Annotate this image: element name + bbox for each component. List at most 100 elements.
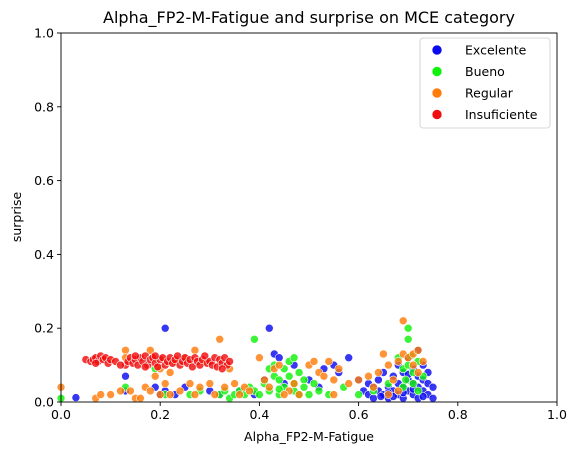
point-bueno-38 — [354, 390, 363, 399]
x-tick-label-2: 0.4 — [249, 407, 269, 422]
points-layer — [56, 316, 438, 403]
point-regular-23 — [195, 382, 205, 392]
point-regular-40 — [289, 379, 299, 388]
point-regular-43 — [309, 357, 319, 366]
point-regular-21 — [190, 390, 200, 399]
point-regular-3 — [106, 390, 115, 399]
legend-marker-bueno — [431, 66, 443, 77]
point-bueno-52 — [401, 375, 411, 385]
point-regular-30 — [230, 379, 239, 388]
point-excelente-62 — [428, 393, 438, 403]
point-bueno-48 — [408, 379, 418, 388]
point-excelente-14 — [264, 323, 274, 333]
point-bueno-32 — [299, 382, 309, 392]
point-regular-56 — [388, 375, 398, 385]
point-regular-69 — [279, 390, 289, 399]
point-regular-36 — [264, 382, 274, 392]
point-regular-49 — [344, 379, 354, 388]
point-regular-28 — [220, 382, 229, 392]
point-regular-10 — [146, 386, 155, 396]
point-bueno-44 — [403, 323, 413, 333]
point-bueno-45 — [403, 334, 413, 344]
legend-label-bueno: Bueno — [465, 64, 505, 79]
point-regular-2 — [96, 390, 105, 399]
legend-marker-insuficiente — [431, 109, 443, 120]
x-axis-label: Alpha_FP2-M-Fatigue — [244, 429, 374, 444]
point-regular-25 — [205, 379, 215, 388]
point-regular-20 — [185, 379, 195, 388]
y-tick-label-3: 0.6 — [34, 173, 54, 188]
point-insuficiente-53 — [131, 351, 140, 361]
point-regular-64 — [413, 345, 423, 355]
point-excelente-16 — [274, 353, 284, 363]
y-tick-label-0: 0.0 — [34, 395, 54, 410]
point-excelente-31 — [374, 375, 383, 385]
y-tick-label-2: 0.4 — [34, 247, 54, 262]
point-bueno-25 — [284, 371, 294, 381]
point-regular-70 — [155, 390, 165, 399]
point-regular-34 — [255, 353, 264, 363]
point-regular-61 — [408, 360, 418, 370]
point-excelente-5 — [160, 323, 170, 333]
point-regular-45 — [319, 371, 329, 381]
point-regular-50 — [354, 375, 363, 385]
point-regular-63 — [413, 368, 423, 377]
x-tick-label-3: 0.6 — [349, 407, 369, 422]
point-regular-51 — [364, 371, 373, 381]
x-tick-label-4: 0.8 — [448, 407, 468, 422]
point-bueno-31 — [299, 375, 309, 385]
point-regular-71 — [136, 393, 145, 403]
point-regular-47 — [329, 375, 339, 385]
point-bueno-54 — [274, 384, 284, 394]
x-tick-label-1: 0.2 — [150, 407, 170, 422]
point-insuficiente-52 — [225, 357, 234, 366]
point-regular-52 — [369, 382, 378, 392]
point-bueno-22 — [274, 375, 284, 385]
plot-frame — [60, 32, 558, 403]
point-bueno-33 — [304, 390, 314, 399]
point-excelente-24 — [344, 353, 354, 363]
point-bueno-29 — [294, 368, 304, 377]
point-regular-53 — [374, 368, 383, 377]
point-regular-26 — [210, 390, 220, 399]
point-regular-41 — [294, 390, 304, 399]
point-regular-65 — [418, 357, 428, 366]
legend-marker-excelente — [431, 44, 443, 56]
point-regular-57 — [393, 357, 403, 366]
point-regular-67 — [384, 390, 393, 399]
point-excelente-69 — [376, 392, 386, 401]
point-regular-35 — [260, 375, 269, 385]
point-regular-14 — [160, 379, 170, 388]
point-bueno-35 — [314, 386, 324, 396]
y-tick-label-5: 1.0 — [34, 26, 54, 41]
point-regular-5 — [121, 345, 130, 355]
legend-marker-regular — [431, 87, 443, 99]
legend: Excelente Bueno Regular Insuficiente — [419, 37, 551, 129]
legend-label-excelente: Excelente — [465, 43, 527, 58]
point-regular-15 — [165, 368, 175, 377]
y-tick-label-4: 0.8 — [34, 99, 54, 114]
point-bueno-55 — [289, 353, 299, 363]
point-regular-68 — [329, 390, 339, 399]
point-bueno-49 — [413, 386, 423, 396]
point-regular-31 — [235, 390, 244, 399]
point-regular-22 — [190, 345, 200, 355]
point-bueno-14 — [250, 334, 259, 344]
point-regular-12 — [150, 371, 160, 381]
point-regular-7 — [126, 386, 135, 396]
point-insuficiente-55 — [150, 351, 160, 361]
point-regular-46 — [324, 357, 334, 366]
legend-label-regular: Regular — [465, 86, 514, 101]
point-insuficiente-59 — [217, 364, 227, 374]
legend-box — [419, 37, 551, 129]
chart-title: Alpha_FP2-M-Fatigue and surprise on MCE … — [103, 8, 515, 28]
point-excelente-0 — [71, 393, 81, 402]
legend-label-insuficiente: Insuficiente — [465, 107, 538, 122]
point-excelente-1 — [121, 371, 130, 381]
point-excelente-65 — [418, 392, 428, 401]
point-excelente-61 — [428, 382, 438, 392]
point-insuficiente-23 — [153, 362, 162, 372]
point-insuficiente-58 — [91, 358, 100, 368]
point-regular-18 — [175, 386, 185, 396]
point-regular-16 — [165, 390, 175, 399]
